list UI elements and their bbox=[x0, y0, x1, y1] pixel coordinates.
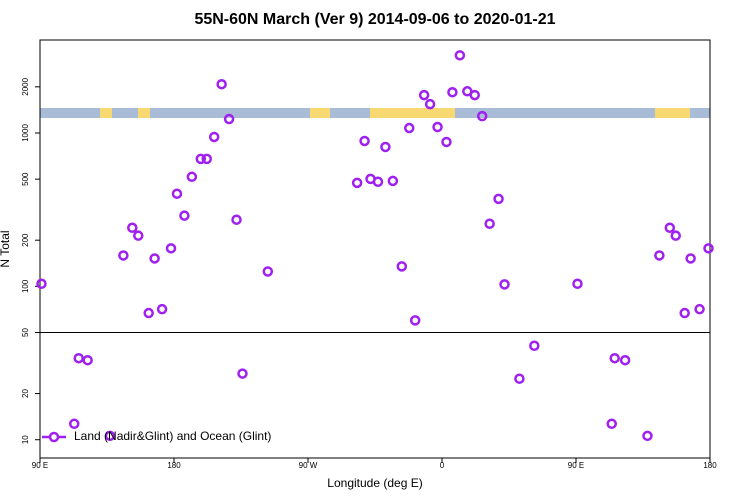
y-tick-label: 50 bbox=[21, 328, 30, 337]
y-tick-label: 100 bbox=[21, 279, 30, 293]
point bbox=[179, 210, 190, 221]
point bbox=[133, 230, 144, 241]
point bbox=[493, 193, 504, 205]
x-tick-label: 90 E bbox=[568, 461, 584, 470]
point bbox=[171, 188, 183, 199]
point bbox=[572, 278, 583, 289]
plot-frame bbox=[39, 39, 711, 459]
point bbox=[499, 279, 510, 290]
point bbox=[476, 110, 488, 122]
point bbox=[195, 153, 207, 165]
point bbox=[424, 98, 436, 110]
point bbox=[82, 354, 93, 366]
point bbox=[262, 266, 274, 277]
point bbox=[208, 131, 220, 143]
point bbox=[396, 261, 408, 272]
y-axis-label: N Total bbox=[0, 230, 12, 267]
point bbox=[670, 230, 682, 241]
point bbox=[380, 141, 391, 153]
point bbox=[73, 352, 84, 364]
point bbox=[36, 278, 47, 289]
point bbox=[216, 78, 227, 90]
point bbox=[351, 177, 363, 189]
point bbox=[447, 86, 458, 98]
point bbox=[679, 307, 690, 319]
point bbox=[223, 113, 235, 125]
point bbox=[529, 340, 540, 351]
point bbox=[441, 136, 452, 148]
y-tick-label: 10 bbox=[21, 435, 30, 444]
legend-marker bbox=[48, 431, 60, 443]
point bbox=[654, 250, 665, 261]
x-axis-label: Longitude (deg E) bbox=[327, 476, 422, 490]
legend-label: Land (Nadir&Glint) and Ocean (Glint) bbox=[74, 429, 271, 443]
point bbox=[469, 89, 481, 101]
point bbox=[409, 315, 421, 326]
point bbox=[685, 253, 696, 264]
point bbox=[454, 50, 466, 61]
point bbox=[606, 418, 617, 430]
point bbox=[359, 135, 370, 147]
y-tick-label: 500 bbox=[21, 172, 30, 186]
point bbox=[664, 222, 676, 234]
point bbox=[619, 354, 631, 366]
point bbox=[609, 352, 620, 364]
y-tick-label: 1000 bbox=[21, 124, 30, 142]
point bbox=[694, 303, 705, 315]
point bbox=[127, 222, 138, 234]
point bbox=[403, 122, 415, 134]
point bbox=[387, 175, 399, 187]
x-tick-label: 90 E bbox=[32, 461, 48, 470]
y-tick-label: 2000 bbox=[21, 77, 30, 95]
point bbox=[372, 176, 384, 187]
chart-title: 55N-60N March (Ver 9) 2014-09-06 to 2020… bbox=[194, 11, 555, 28]
map-band bbox=[40, 108, 710, 118]
point bbox=[68, 418, 80, 430]
point bbox=[156, 303, 168, 315]
point bbox=[418, 89, 430, 101]
point bbox=[642, 430, 653, 442]
x-tick-label: 0 bbox=[440, 461, 445, 470]
point bbox=[237, 368, 248, 379]
point bbox=[118, 250, 129, 261]
point bbox=[104, 430, 116, 442]
point bbox=[432, 121, 443, 133]
point bbox=[703, 243, 714, 254]
point bbox=[231, 214, 242, 225]
x-tick-label: 180 bbox=[167, 461, 181, 470]
y-tick-label: 200 bbox=[21, 233, 30, 247]
point bbox=[484, 218, 495, 230]
point bbox=[201, 153, 213, 165]
point bbox=[143, 307, 154, 319]
point bbox=[165, 243, 177, 254]
x-tick-label: 180 bbox=[703, 461, 717, 470]
x-tick-label: 90 W bbox=[299, 461, 318, 470]
y-tick-label: 20 bbox=[21, 389, 30, 398]
point bbox=[186, 171, 198, 183]
point bbox=[514, 373, 525, 384]
point bbox=[149, 253, 160, 264]
